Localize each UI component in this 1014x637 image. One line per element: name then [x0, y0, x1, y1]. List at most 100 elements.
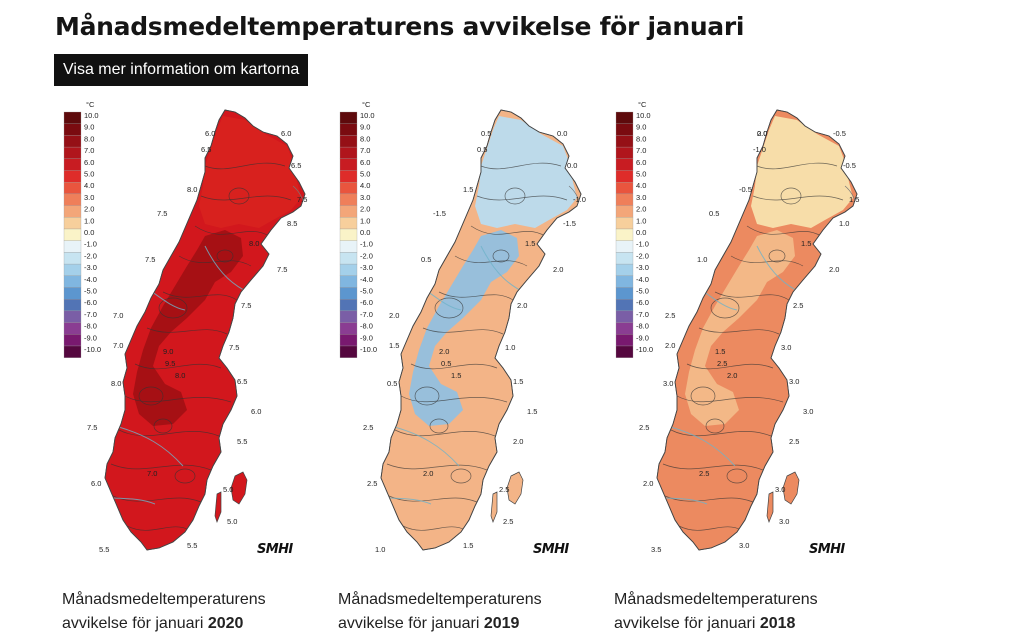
legend-swatch	[63, 275, 82, 288]
legend-label: 10.0	[84, 111, 99, 120]
legend-label: 1.0	[84, 216, 94, 225]
legend-label: 7.0	[360, 146, 370, 155]
legend-swatch	[63, 345, 82, 358]
isoline-label: 6.5	[291, 161, 301, 170]
isoline-label: 8.0	[249, 239, 259, 248]
isoline-label: 2.5	[503, 517, 513, 526]
island-oland	[766, 491, 774, 524]
legend-swatch	[339, 182, 358, 195]
isoline-label: 0.0	[757, 129, 767, 138]
isoline-label: 1.5	[389, 341, 399, 350]
legend-swatch	[339, 228, 358, 241]
sweden-map	[104, 109, 306, 551]
legend-label: -1.0	[84, 240, 97, 249]
isoline-label: 9.0	[163, 347, 173, 356]
legend-label: 0.0	[636, 228, 646, 237]
isoline-label: 2.5	[717, 359, 727, 368]
legend-label: -9.0	[84, 333, 97, 342]
isoline-label: 7.0	[113, 311, 123, 320]
legend-label: -2.0	[636, 251, 649, 260]
region-core	[409, 230, 519, 426]
isoline-label: -0.5	[843, 161, 856, 170]
isoline-label: 1.5	[715, 347, 725, 356]
isoline-label: 8.5	[287, 219, 297, 228]
legend-swatch	[615, 263, 634, 276]
legend-swatch	[339, 217, 358, 230]
legend-swatch	[615, 135, 634, 148]
map-panel-2018: °C 10.0 9.0 8.0 7.0 6.0 5.0 4.0 3.0 2.0 1.0 0.0 -1.0…	[607, 96, 862, 576]
legend-swatch	[339, 123, 358, 136]
legend-label: 2.0	[360, 205, 370, 214]
info-button[interactable]: Visa mer information om kartorna	[54, 54, 309, 86]
legend-swatch	[615, 310, 634, 323]
region-core	[685, 230, 795, 426]
legend-swatch	[615, 287, 634, 300]
isoline-label: 0.5	[421, 255, 431, 264]
isoline-label: 3.0	[739, 541, 749, 550]
legend-swatch	[615, 345, 634, 358]
isoline-label: 9.5	[165, 359, 175, 368]
isoline-label: 1.5	[463, 541, 473, 550]
legend-swatch	[339, 310, 358, 323]
legend-label: -6.0	[360, 298, 373, 307]
legend-swatch	[615, 322, 634, 335]
legend-label: -10.0	[360, 345, 377, 354]
isoline-label: 7.5	[87, 423, 97, 432]
isoline-label: 3.0	[781, 343, 791, 352]
isoline-label: 8.0	[187, 185, 197, 194]
legend-label: -7.0	[636, 310, 649, 319]
legend-swatch	[615, 205, 634, 218]
legend-swatch	[339, 334, 358, 347]
isoline-label: 1.5	[525, 239, 535, 248]
legend-swatch	[63, 240, 82, 253]
legend-label: -5.0	[84, 287, 97, 296]
legend-swatch	[63, 111, 82, 124]
isoline-label: 0.5	[387, 379, 397, 388]
legend-label: 3.0	[636, 193, 646, 202]
isoline-label: 2.5	[367, 479, 377, 488]
legend-swatch	[339, 287, 358, 300]
isoline-label: 8.0	[175, 371, 185, 380]
legend-swatch	[63, 182, 82, 195]
isoline-label: 2.0	[665, 341, 675, 350]
map-caption-2020: Månadsmedeltemperaturens avvikelse för j…	[62, 588, 322, 636]
legend-label: -1.0	[360, 240, 373, 249]
legend-label: 1.0	[360, 216, 370, 225]
island-gotland	[506, 471, 524, 505]
isoline-label: -1.5	[433, 209, 446, 218]
isoline-label: -0.5	[739, 185, 752, 194]
isoline-label: 3.0	[803, 407, 813, 416]
legend-label: -1.0	[636, 240, 649, 249]
legend-swatch	[339, 111, 358, 124]
temperature-map-2020: °C 10.0 9.0 8.0 7.0 6.0 5.0 4.0 3.0 2.0 1.0 0.0 -1.0…	[63, 100, 307, 557]
isoline-label: 2.0	[513, 437, 523, 446]
legend-swatch	[615, 228, 634, 241]
isoline-labels: 6.0 6.0 6.5 6.5 7.5 8.0 8.5 7.5 8.0 7.5 7.5 7.5 7.0 8…	[87, 129, 307, 554]
legend-swatch	[339, 205, 358, 218]
isoline-label: 2.5	[363, 423, 373, 432]
isoline-label: 2.0	[389, 311, 399, 320]
isoline-label: 3.0	[775, 485, 785, 494]
isoline-label: 5.5	[99, 545, 109, 554]
legend-unit: °C	[86, 100, 95, 109]
isoline-label: 1.5	[451, 371, 461, 380]
isoline-label: 1.5	[849, 195, 859, 204]
legend-label: -2.0	[84, 251, 97, 260]
caption-text: Månadsmedeltemperaturens avvikelse för j…	[338, 591, 542, 632]
isoline-label: 7.0	[113, 341, 123, 350]
isoline-label: 6.0	[205, 129, 215, 138]
isoline-label: 0.5	[441, 359, 451, 368]
legend-label: -4.0	[84, 275, 97, 284]
legend-swatch	[615, 193, 634, 206]
legend-label: 4.0	[636, 181, 646, 190]
map-panel-2020: °C 10.0 9.0 8.0 7.0 6.0 5.0 4.0 3.0 2.0 1.0 0.0 -1.0…	[55, 96, 310, 576]
isoline-label: 7.5	[297, 195, 307, 204]
legend-label: -6.0	[84, 298, 97, 307]
legend-unit: °C	[362, 100, 371, 109]
isoline-label: 3.5	[651, 545, 661, 554]
legend-swatch	[339, 240, 358, 253]
isoline-label: 0.0	[567, 161, 577, 170]
isoline-label: 2.5	[499, 485, 509, 494]
isoline-label: 5.5	[187, 541, 197, 550]
isoline-label: 6.0	[281, 129, 291, 138]
